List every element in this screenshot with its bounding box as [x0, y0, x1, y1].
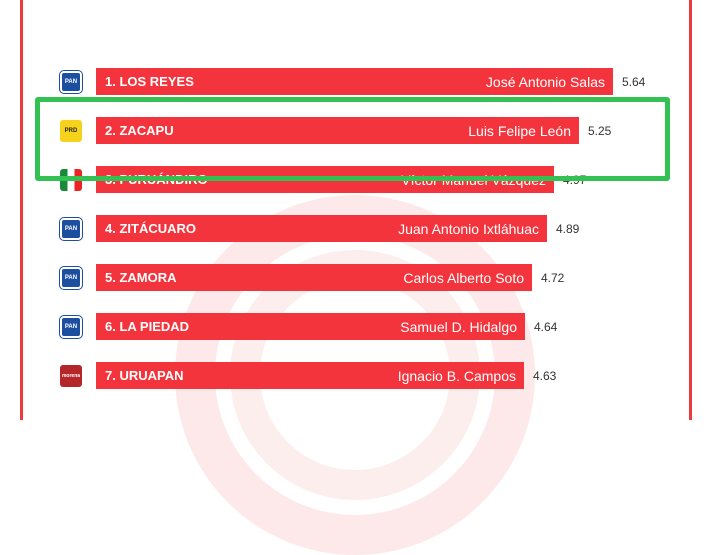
ranking-row: PRD 2. ZACAPU Luis Felipe León 5.25	[60, 117, 611, 144]
score-value: 5.64	[622, 74, 646, 89]
ranking-bar: 1. LOS REYES José Antonio Salas	[96, 68, 613, 95]
score-value: 4.63	[533, 368, 557, 383]
score-value: 4.64	[534, 319, 558, 334]
mayor-name: Juan Antonio Ixtláhuac	[398, 220, 539, 237]
city-label: 4. ZITÁCUARO	[105, 221, 196, 236]
party-logo-icon: PAN	[59, 314, 83, 339]
ranking-bar: 6. LA PIEDAD Samuel D. Hidalgo	[96, 313, 525, 340]
ranking-bar: 4. ZITÁCUARO Juan Antonio Ixtláhuac	[96, 215, 547, 242]
city-label: 7. URUAPAN	[105, 368, 184, 383]
party-logo-icon: PAN	[59, 265, 83, 290]
mayor-name: José Antonio Salas	[485, 73, 605, 90]
mayor-name: Ignacio B. Campos	[397, 367, 516, 384]
ranking-row: morena 7. URUAPAN Ignacio B. Campos 4.63	[60, 362, 556, 389]
ranking-bar: 7. URUAPAN Ignacio B. Campos	[96, 362, 524, 389]
city-label: 1. LOS REYES	[105, 74, 194, 89]
score-value: 4.89	[556, 221, 580, 236]
highlight-box	[35, 97, 670, 181]
city-label: 6. LA PIEDAD	[105, 319, 190, 334]
score-value: 4.72	[541, 270, 565, 285]
party-logo-icon: PRD	[60, 119, 82, 142]
party-logo-icon: PAN	[59, 216, 83, 241]
city-label: 5. ZAMORA	[105, 270, 177, 285]
page-frame	[20, 0, 692, 420]
city-label: 2. ZACAPU	[105, 123, 174, 138]
ranking-row: PAN 1. LOS REYES José Antonio Salas 5.64	[59, 68, 646, 95]
score-value: 5.25	[588, 123, 612, 138]
ranking-bar: 2. ZACAPU Luis Felipe León	[96, 117, 579, 144]
mayor-name: Luis Felipe León	[468, 122, 571, 139]
mayor-name: Carlos Alberto Soto	[403, 269, 524, 286]
party-logo-icon: morena	[60, 364, 82, 387]
ranking-bar: 5. ZAMORA Carlos Alberto Soto	[96, 264, 532, 291]
ranking-row: PAN 6. LA PIEDAD Samuel D. Hidalgo 4.64	[59, 313, 558, 340]
ranking-row: PAN 4. ZITÁCUARO Juan Antonio Ixtláhuac …	[59, 215, 580, 242]
mayor-name: Samuel D. Hidalgo	[400, 318, 517, 335]
party-logo-icon: PAN	[59, 69, 83, 94]
ranking-row: PAN 5. ZAMORA Carlos Alberto Soto 4.72	[59, 264, 565, 291]
